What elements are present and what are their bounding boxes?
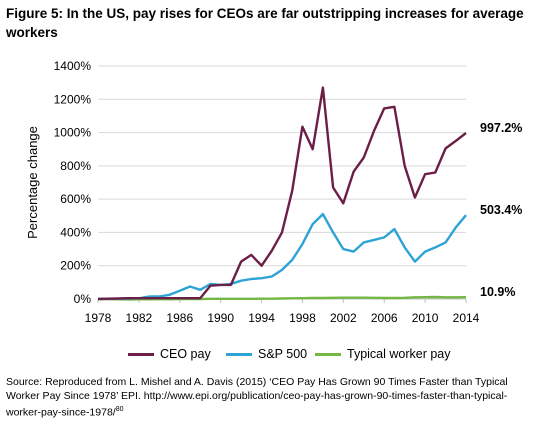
legend-swatch <box>226 352 252 356</box>
y-axis-title: Percentage change <box>25 126 40 239</box>
source-reference-number: 80 <box>115 406 124 413</box>
x-tick-label: 1994 <box>248 311 275 325</box>
legend-item: S&P 500 <box>226 347 307 361</box>
end-value-label: 997.2% <box>480 121 522 135</box>
chart-title: Figure 5: In the US, pay rises for CEOs … <box>6 6 524 40</box>
legend-label: S&P 500 <box>258 347 308 361</box>
chart-canvas: 0% 200% 400% 600% 800% 1000% 1200% 1400% 1978 198… <box>25 59 522 325</box>
x-tick-label: 1986 <box>166 311 193 325</box>
y-tick-label: 1000% <box>54 126 92 140</box>
y-tick-label: 1400% <box>54 59 92 73</box>
x-tick-label: 1982 <box>126 311 153 325</box>
y-tick-label: 1200% <box>54 92 92 106</box>
x-tick-label: 2010 <box>412 311 439 325</box>
x-tick-label: 2006 <box>371 311 398 325</box>
y-tick-label: 800% <box>60 159 91 173</box>
legend-swatch <box>128 352 154 356</box>
series-line-s-p-500 <box>97 212 467 301</box>
y-tick-label: 400% <box>60 225 91 239</box>
x-tick-label: 2014 <box>453 311 480 325</box>
legend-swatch <box>315 352 341 356</box>
source-text: Source: Reproduced from L. Mishel and A.… <box>6 376 508 419</box>
chart-legend: CEO pay S&P 500 Typical worker pay <box>0 345 546 365</box>
source-note: Source: Reproduced from L. Mishel and A.… <box>6 376 540 420</box>
legend-label: CEO pay <box>160 347 211 361</box>
y-tick-label: 200% <box>60 259 91 273</box>
x-tick-label: 1990 <box>207 311 234 325</box>
y-tick-label: 600% <box>60 192 91 206</box>
x-tick-label: 1978 <box>85 311 112 325</box>
legend-item: CEO pay <box>128 347 211 361</box>
y-tick-label: 0% <box>74 292 92 306</box>
legend-item: Typical worker pay <box>315 347 451 361</box>
series-line-ceo-pay <box>97 86 467 301</box>
end-value-label: 10.9% <box>480 285 515 299</box>
x-tick-label: 2002 <box>330 311 357 325</box>
end-value-label: 503.4% <box>480 203 522 217</box>
x-tick-label: 1998 <box>289 311 316 325</box>
legend-label: Typical worker pay <box>347 347 451 361</box>
